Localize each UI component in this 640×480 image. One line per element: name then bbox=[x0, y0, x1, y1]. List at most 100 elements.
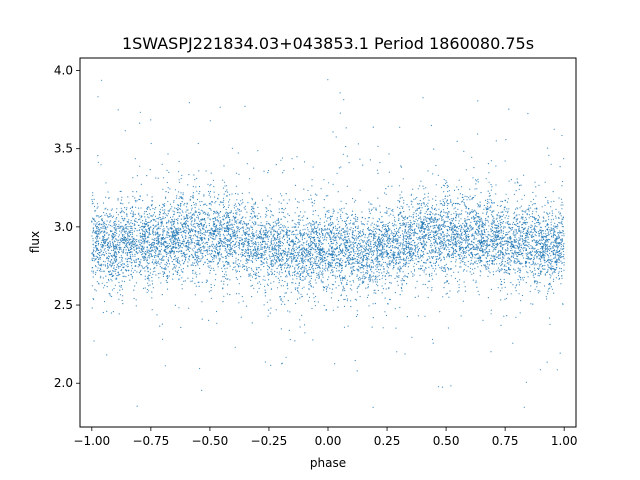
data-point bbox=[322, 254, 325, 256]
data-point bbox=[507, 198, 509, 200]
data-point bbox=[410, 216, 412, 218]
data-point bbox=[155, 220, 157, 222]
data-point bbox=[346, 233, 348, 235]
data-point bbox=[111, 216, 113, 218]
data-point bbox=[98, 230, 101, 232]
data-point bbox=[104, 264, 106, 266]
data-point bbox=[294, 340, 296, 342]
data-point bbox=[338, 220, 340, 223]
data-point bbox=[176, 212, 178, 214]
data-point bbox=[296, 298, 299, 300]
data-point bbox=[100, 254, 102, 256]
data-point bbox=[272, 260, 274, 262]
data-point bbox=[113, 262, 115, 264]
data-point bbox=[427, 280, 429, 282]
data-point bbox=[120, 222, 122, 224]
data-point bbox=[494, 234, 496, 236]
data-point bbox=[382, 233, 384, 235]
data-point bbox=[410, 200, 412, 202]
data-point bbox=[201, 249, 203, 251]
data-point bbox=[547, 293, 549, 295]
data-point bbox=[175, 229, 177, 231]
data-point bbox=[260, 229, 262, 231]
data-point bbox=[334, 281, 336, 283]
data-point bbox=[315, 260, 317, 262]
data-point bbox=[103, 232, 105, 234]
data-point bbox=[401, 233, 404, 235]
data-point bbox=[443, 215, 445, 217]
data-point bbox=[491, 186, 493, 188]
data-point bbox=[193, 201, 195, 204]
data-point bbox=[267, 234, 269, 236]
data-point bbox=[546, 244, 549, 246]
data-point bbox=[125, 276, 127, 278]
data-point bbox=[167, 247, 170, 249]
data-point bbox=[459, 246, 462, 249]
data-point bbox=[369, 239, 371, 241]
data-point bbox=[527, 236, 529, 238]
data-point bbox=[174, 258, 176, 260]
data-point bbox=[282, 250, 284, 252]
data-point bbox=[116, 246, 118, 248]
data-point bbox=[237, 202, 240, 204]
data-point bbox=[102, 241, 105, 244]
data-point bbox=[423, 203, 425, 205]
data-point bbox=[141, 237, 143, 239]
data-point bbox=[535, 235, 537, 237]
data-point bbox=[377, 261, 379, 263]
data-point bbox=[447, 220, 449, 222]
data-point bbox=[377, 240, 379, 243]
data-point bbox=[291, 226, 293, 228]
data-point bbox=[278, 208, 280, 210]
data-point bbox=[144, 237, 146, 239]
data-point bbox=[475, 232, 477, 234]
data-point bbox=[367, 271, 369, 273]
data-point bbox=[228, 204, 230, 206]
data-point bbox=[251, 256, 253, 258]
data-point bbox=[531, 234, 533, 236]
data-point bbox=[189, 216, 191, 218]
data-point bbox=[225, 212, 227, 214]
data-point bbox=[236, 237, 238, 239]
data-point bbox=[444, 224, 446, 227]
data-point bbox=[213, 247, 215, 249]
data-point bbox=[533, 251, 536, 253]
data-point bbox=[523, 174, 525, 176]
data-point bbox=[347, 216, 349, 218]
data-point bbox=[508, 108, 510, 110]
data-point bbox=[482, 319, 484, 321]
data-point bbox=[219, 260, 221, 262]
data-point bbox=[173, 200, 175, 202]
data-point bbox=[264, 295, 266, 297]
data-point bbox=[500, 240, 502, 242]
data-point bbox=[340, 282, 342, 284]
data-point bbox=[399, 197, 401, 199]
data-point bbox=[526, 253, 528, 255]
data-point bbox=[154, 231, 157, 233]
data-point bbox=[362, 223, 365, 225]
data-point bbox=[550, 265, 552, 267]
data-point bbox=[449, 290, 451, 292]
data-point bbox=[243, 207, 245, 209]
data-point bbox=[239, 265, 241, 267]
data-point bbox=[260, 225, 262, 227]
data-point bbox=[401, 191, 403, 193]
data-point bbox=[452, 227, 454, 229]
data-point bbox=[468, 230, 471, 232]
data-point bbox=[103, 243, 106, 245]
data-point bbox=[193, 257, 195, 259]
data-point bbox=[199, 260, 201, 263]
data-point bbox=[204, 255, 207, 257]
data-point bbox=[310, 286, 312, 288]
data-point bbox=[507, 249, 509, 251]
data-point bbox=[174, 255, 176, 257]
data-point bbox=[533, 276, 535, 279]
data-point bbox=[131, 277, 133, 279]
data-point bbox=[303, 188, 305, 190]
data-point bbox=[417, 233, 419, 235]
data-point bbox=[132, 211, 134, 213]
data-point bbox=[329, 218, 332, 220]
data-point bbox=[459, 203, 461, 205]
data-point bbox=[302, 261, 304, 263]
data-point bbox=[231, 249, 233, 251]
